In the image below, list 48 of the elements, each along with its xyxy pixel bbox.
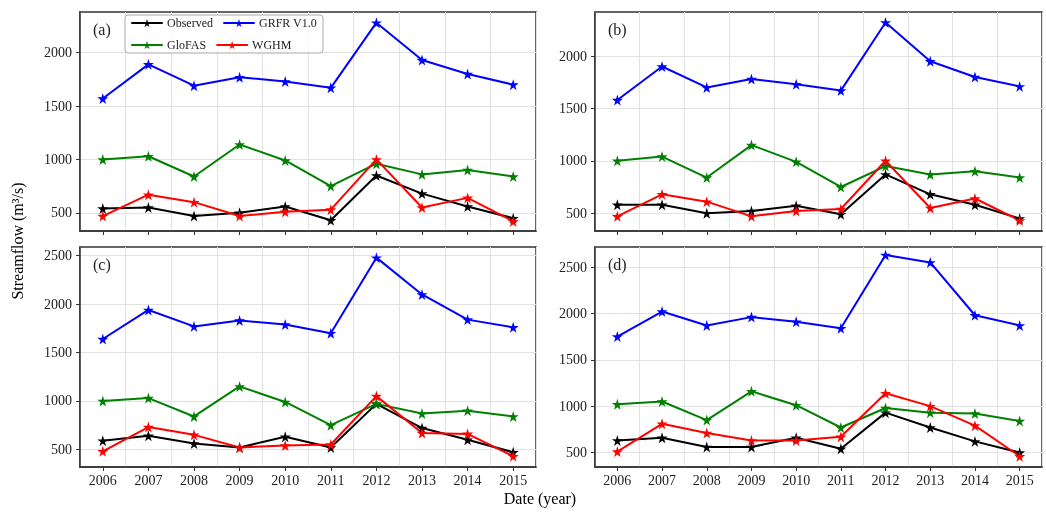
x-tick-label: 2011 bbox=[317, 472, 345, 488]
y-tick-label: 2000 bbox=[559, 48, 587, 64]
x-tick-label: 2009 bbox=[225, 472, 254, 488]
y-tick-label: 2000 bbox=[44, 45, 72, 61]
x-tick-label: 2006 bbox=[603, 472, 632, 488]
text: (b) bbox=[608, 20, 627, 39]
text: (d) bbox=[608, 255, 627, 274]
x-tick-label: 2010 bbox=[782, 472, 811, 488]
x-tick-label: 2008 bbox=[180, 472, 208, 488]
x-axis-title: Date (year) bbox=[502, 490, 578, 508]
y-tick-label: 1500 bbox=[559, 352, 587, 368]
x-tick-label: 2015 bbox=[499, 472, 528, 488]
y-tick-label: 1000 bbox=[559, 153, 587, 169]
y-tick-label: 500 bbox=[566, 205, 587, 221]
text: (c) bbox=[93, 255, 111, 274]
x-tick-label: 2007 bbox=[648, 472, 677, 488]
legend-label: Observed bbox=[167, 16, 213, 30]
y-tick-label: 2000 bbox=[559, 305, 587, 321]
y-tick-label: 1000 bbox=[44, 393, 72, 409]
y-tick-label: 2500 bbox=[44, 248, 72, 264]
y-axis-title: Streamflow (m³/s) bbox=[9, 181, 27, 302]
x-tick-label: 2007 bbox=[134, 472, 163, 488]
y-tick-label: 2000 bbox=[44, 296, 72, 312]
x-tick-label: 2014 bbox=[453, 472, 482, 488]
x-tick-label: 2011 bbox=[827, 472, 855, 488]
x-tick-label: 2012 bbox=[871, 472, 900, 488]
y-tick-label: 500 bbox=[566, 445, 587, 461]
y-tick-label: 1000 bbox=[559, 398, 587, 414]
legend-label: GloFAS bbox=[167, 38, 207, 52]
y-tick-label: 2500 bbox=[559, 259, 587, 275]
legend-label: WGHM bbox=[252, 38, 292, 52]
text: (a) bbox=[93, 20, 111, 39]
x-tick-label: 2009 bbox=[737, 472, 766, 488]
x-tick-label: 2013 bbox=[916, 472, 945, 488]
x-tick-label: 2010 bbox=[271, 472, 300, 488]
x-tick-label: 2014 bbox=[960, 472, 989, 488]
y-tick-label: 1500 bbox=[559, 100, 587, 116]
y-tick-label: 1000 bbox=[44, 151, 72, 167]
y-tick-label: 500 bbox=[51, 205, 72, 221]
x-tick-label: 2012 bbox=[362, 472, 391, 488]
x-tick-label: 2013 bbox=[408, 472, 436, 488]
x-tick-label: 2008 bbox=[692, 472, 721, 488]
y-tick-label: 1500 bbox=[44, 98, 72, 114]
y-tick-label: 1500 bbox=[44, 345, 72, 361]
x-tick-label: 2006 bbox=[88, 472, 117, 488]
y-tick-label: 500 bbox=[51, 441, 72, 457]
x-tick-label: 2015 bbox=[1005, 472, 1034, 488]
legend-label: GRFR V1.0 bbox=[258, 16, 317, 30]
